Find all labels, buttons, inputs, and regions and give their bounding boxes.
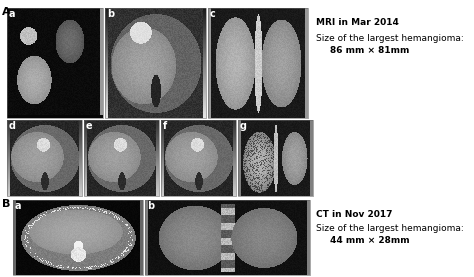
Text: b: b bbox=[107, 9, 114, 19]
Bar bbox=[7, 120, 82, 196]
Text: c: c bbox=[210, 9, 216, 19]
Text: a: a bbox=[15, 201, 21, 211]
Bar bbox=[145, 200, 310, 275]
Text: B: B bbox=[2, 199, 10, 209]
Text: d: d bbox=[9, 121, 16, 131]
Text: e: e bbox=[86, 121, 92, 131]
Text: b: b bbox=[147, 201, 154, 211]
Bar bbox=[208, 8, 308, 118]
Text: Size of the largest hemangioma:: Size of the largest hemangioma: bbox=[316, 224, 464, 233]
Text: A: A bbox=[2, 7, 10, 17]
Text: a: a bbox=[9, 9, 16, 19]
Text: f: f bbox=[163, 121, 167, 131]
Bar bbox=[105, 8, 206, 118]
Bar bbox=[84, 120, 159, 196]
Bar bbox=[161, 120, 236, 196]
Text: Size of the largest hemangioma:: Size of the largest hemangioma: bbox=[316, 34, 464, 43]
Text: CT in Nov 2017: CT in Nov 2017 bbox=[316, 210, 392, 219]
Text: 86 mm × 81mm: 86 mm × 81mm bbox=[330, 46, 410, 55]
Bar bbox=[13, 200, 143, 275]
Bar bbox=[238, 120, 313, 196]
Text: MRI in Mar 2014: MRI in Mar 2014 bbox=[316, 18, 399, 27]
Text: g: g bbox=[240, 121, 247, 131]
Bar bbox=[7, 8, 103, 118]
Text: 44 mm × 28mm: 44 mm × 28mm bbox=[330, 236, 410, 245]
